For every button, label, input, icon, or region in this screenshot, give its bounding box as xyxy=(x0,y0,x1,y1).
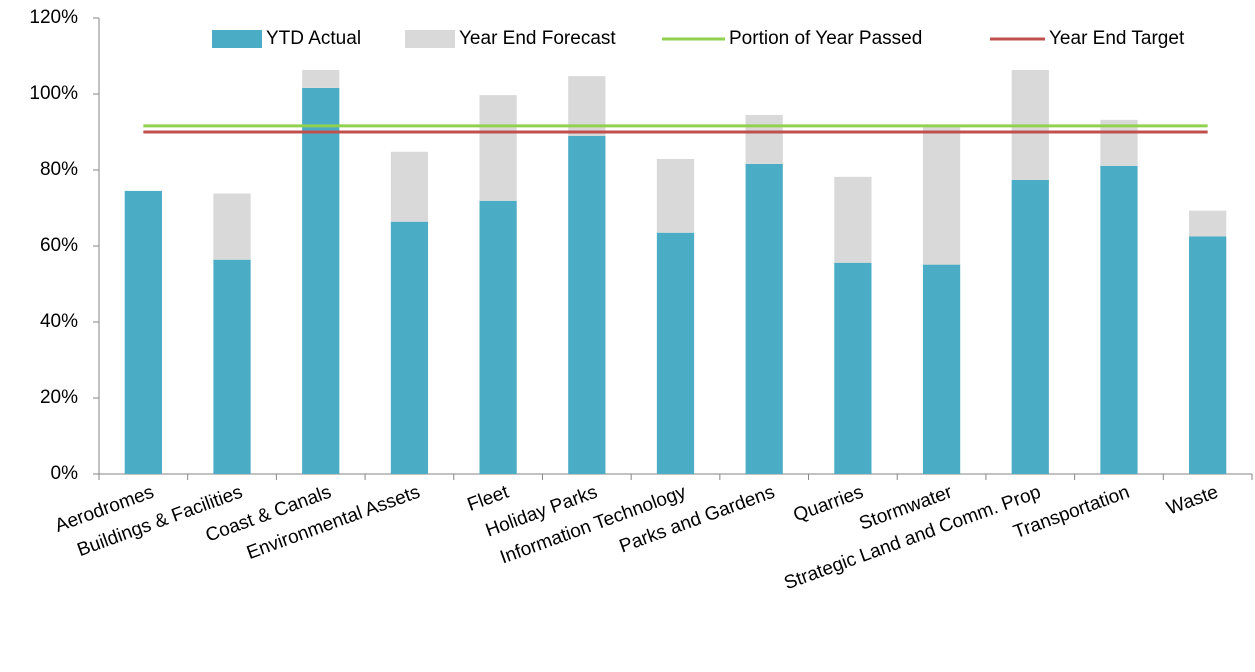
x-tick-label: Quarries xyxy=(791,482,867,527)
x-tick-label: Fleet xyxy=(465,481,513,515)
bar xyxy=(479,201,516,474)
y-tick-label: 100% xyxy=(29,83,78,104)
bar xyxy=(1100,166,1137,474)
legend-label: Portion of Year Passed xyxy=(729,28,922,49)
bar xyxy=(746,164,783,474)
y-tick-label: 40% xyxy=(40,311,78,332)
bar xyxy=(479,95,516,201)
y-tick-label: 80% xyxy=(40,159,78,180)
bar xyxy=(834,263,871,474)
legend-swatch xyxy=(405,30,455,48)
legend-label: Year End Forecast xyxy=(459,28,616,49)
bar xyxy=(923,265,960,474)
bar xyxy=(1189,211,1226,237)
legend-label: Year End Target xyxy=(1049,28,1185,49)
bar xyxy=(657,159,694,233)
y-tick-label: 20% xyxy=(40,387,78,408)
bar xyxy=(834,177,871,263)
bar xyxy=(746,115,783,164)
legend-swatch xyxy=(212,30,262,48)
bar xyxy=(391,222,428,474)
y-tick-label: 60% xyxy=(40,235,78,256)
bar xyxy=(1012,180,1049,474)
bar xyxy=(125,191,162,474)
bar xyxy=(568,136,605,474)
bar xyxy=(213,194,250,260)
bar xyxy=(302,88,339,474)
legend-label: YTD Actual xyxy=(266,28,361,49)
y-tick-label: 120% xyxy=(29,7,78,28)
bar xyxy=(1189,237,1226,475)
bar xyxy=(302,70,339,88)
x-tick-label: Parks and Gardens xyxy=(617,482,778,558)
y-tick-label: 0% xyxy=(51,463,79,484)
bar xyxy=(213,260,250,474)
bar xyxy=(923,125,960,265)
bar xyxy=(657,233,694,474)
x-tick-label: Waste xyxy=(1164,482,1221,520)
bar xyxy=(391,152,428,222)
